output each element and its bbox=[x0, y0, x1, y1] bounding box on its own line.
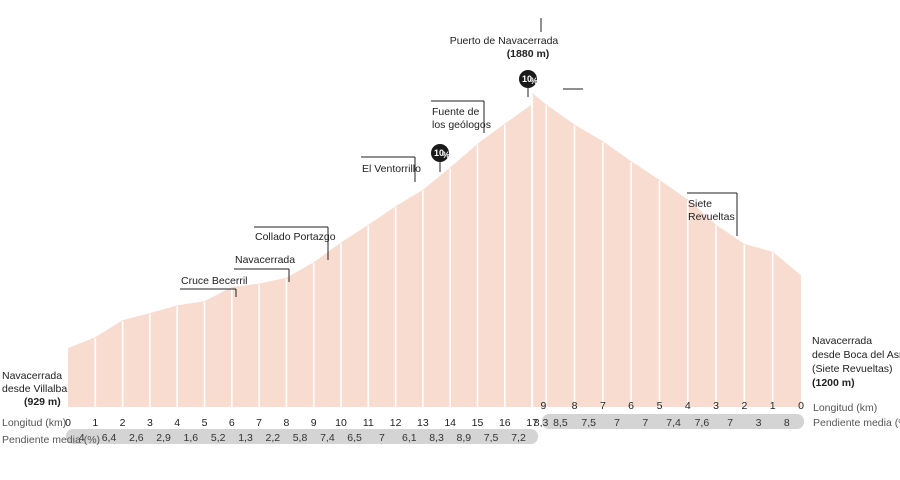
annotation-label: El Ventorrillo bbox=[362, 163, 421, 175]
left-km-tick: 2 bbox=[120, 417, 126, 429]
right-start-label-2: desde Boca del Asno bbox=[812, 349, 900, 361]
right-slope-axis-label: Pendiente media (%) bbox=[813, 417, 900, 429]
left-km-tick: 16 bbox=[499, 417, 511, 429]
right-km-tick: 1 bbox=[770, 400, 776, 412]
left-profile-area bbox=[68, 93, 533, 407]
left-start-label-1: Navacerrada bbox=[2, 370, 62, 382]
left-slope-value: 1,6 bbox=[183, 432, 198, 444]
slope-bars bbox=[66, 414, 804, 444]
km-dividers bbox=[94, 95, 774, 407]
left-km-tick: 15 bbox=[472, 417, 484, 429]
gradient-badge bbox=[431, 144, 449, 162]
right-km-tick: 7 bbox=[600, 400, 606, 412]
left-slope-value: 5,2 bbox=[211, 432, 226, 444]
right-slope-value: 8,3 bbox=[534, 417, 549, 429]
annotations: Cruce Becerril Navacerrada Collado Portazg… bbox=[180, 100, 738, 297]
gradient-badge-label: 10 bbox=[434, 148, 444, 158]
right-slope-value: 7,4 bbox=[666, 417, 681, 429]
annotation-label: Cruce Becerril bbox=[181, 275, 248, 287]
left-start-label-2: desde Villalba bbox=[2, 383, 67, 395]
gradient-badge-suffix: % bbox=[442, 150, 450, 160]
summit-name: Puerto de Navacerrada bbox=[450, 35, 559, 47]
left-slope-value: 6,4 bbox=[102, 432, 117, 444]
right-slope-value: 8 bbox=[784, 417, 790, 429]
gradient-badge-label: 10 bbox=[522, 74, 532, 84]
left-slope-value: 8,3 bbox=[429, 432, 444, 444]
right-km-tick: 5 bbox=[657, 400, 663, 412]
right-slope-value: 7 bbox=[727, 417, 733, 429]
left-slope-value: 4 bbox=[79, 432, 85, 444]
left-km-tick: 11 bbox=[363, 417, 374, 429]
left-km-tick: 5 bbox=[202, 417, 208, 429]
right-km-tick: 3 bbox=[713, 400, 719, 412]
left-slope-value: 7 bbox=[379, 432, 385, 444]
left-slope-value: 5,8 bbox=[293, 432, 308, 444]
right-km-tick: 2 bbox=[741, 400, 747, 412]
left-km-tick: 0 bbox=[65, 417, 71, 429]
right-start-label-3: (Siete Revueltas) bbox=[812, 363, 893, 375]
left-slope-value: 7,5 bbox=[484, 432, 499, 444]
right-km-tick: 8 bbox=[572, 400, 578, 412]
right-slope-value: 7,6 bbox=[695, 417, 710, 429]
left-slope-value: 6,1 bbox=[402, 432, 417, 444]
km-ticks: 0 1 2 3 4 5 6 7 8 9 10 11 12 13 14 15 16 179 8 7 6 5 4 3 2 1 0 bbox=[65, 400, 804, 429]
annotation-label: Siete bbox=[688, 198, 712, 210]
left-start-elevation: (929 m) bbox=[24, 396, 61, 408]
left-km-tick: 8 bbox=[283, 417, 289, 429]
right-km-tick: 0 bbox=[798, 400, 804, 412]
slope-values: 4 6,4 2,6 2,9 1,6 5,2 1,3 2,2 5,8 7,4 6,5 7 6,1 8,3 8,… bbox=[79, 417, 790, 444]
left-slope-value: 2,9 bbox=[156, 432, 171, 444]
profile-areas bbox=[68, 93, 801, 407]
right-km-tick: 4 bbox=[685, 400, 691, 412]
gradient-badge-suffix: % bbox=[530, 76, 538, 86]
right-km-tick: 9 bbox=[540, 400, 546, 412]
left-km-tick: 1 bbox=[92, 417, 98, 429]
gradient-badges: 10%10% bbox=[431, 70, 538, 172]
right-start-elevation: (1200 m) bbox=[812, 377, 855, 389]
right-start-label-1: Navacerrada bbox=[812, 335, 872, 347]
right-slope-value: 7,5 bbox=[581, 417, 596, 429]
left-km-tick: 12 bbox=[390, 417, 402, 429]
left-slope-value: 2,6 bbox=[129, 432, 144, 444]
right-slope-value: 8,5 bbox=[553, 417, 568, 429]
annotation-label: Collado Portazgo bbox=[255, 231, 336, 243]
right-slope-bar bbox=[542, 414, 804, 429]
left-km-tick: 10 bbox=[335, 417, 347, 429]
left-slope-value: 7,4 bbox=[320, 432, 335, 444]
left-km-tick: 4 bbox=[174, 417, 180, 429]
left-slope-value: 7,2 bbox=[511, 432, 526, 444]
left-km-tick: 13 bbox=[417, 417, 429, 429]
left-slope-axis-label: Pendiente media (%) bbox=[2, 434, 100, 446]
annotation-label: Fuente de bbox=[432, 106, 479, 118]
summit-elevation: (1880 m) bbox=[507, 48, 550, 60]
route-labels: Longitud (km) Pendiente media (%) Longit… bbox=[2, 18, 900, 446]
left-km-tick: 3 bbox=[147, 417, 153, 429]
left-slope-value: 1,3 bbox=[238, 432, 253, 444]
right-slope-value: 3 bbox=[756, 417, 762, 429]
left-slope-value: 2,2 bbox=[265, 432, 280, 444]
right-profile-area bbox=[532, 93, 801, 407]
right-km-tick: 6 bbox=[628, 400, 634, 412]
right-slope-value: 7 bbox=[642, 417, 648, 429]
right-km-axis-label: Longitud (km) bbox=[813, 402, 877, 414]
gradient-badge bbox=[519, 70, 537, 88]
annotation-label: Revueltas bbox=[688, 211, 735, 223]
left-slope-bar bbox=[66, 429, 538, 444]
left-slope-value: 8,9 bbox=[456, 432, 471, 444]
right-slope-value: 7 bbox=[614, 417, 620, 429]
left-slope-value: 6,5 bbox=[347, 432, 362, 444]
annotation-label: los geólogos bbox=[432, 119, 491, 131]
left-km-tick: 17 bbox=[526, 417, 538, 429]
left-km-tick: 14 bbox=[444, 417, 456, 429]
left-km-tick: 9 bbox=[311, 417, 317, 429]
left-km-tick: 6 bbox=[229, 417, 235, 429]
left-km-tick: 7 bbox=[256, 417, 262, 429]
annotation-label: Navacerrada bbox=[235, 254, 295, 266]
left-km-axis-label: Longitud (km) bbox=[2, 417, 66, 429]
